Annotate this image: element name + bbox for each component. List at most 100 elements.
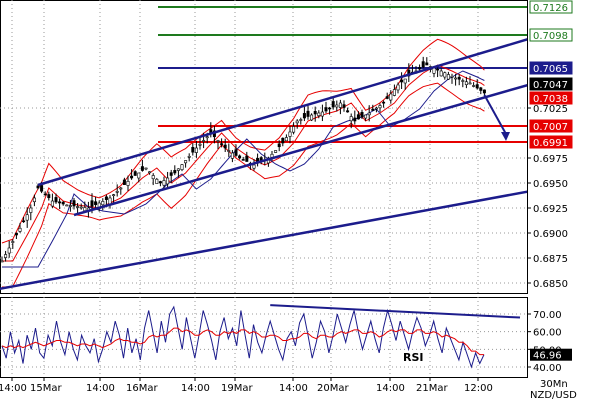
candle-body (40, 185, 44, 192)
candle-body (479, 87, 483, 91)
candle-body (47, 194, 51, 199)
candle-body (25, 214, 29, 221)
y-tick-label: 0.6975 (533, 154, 568, 165)
trendline-channel-upper (37, 38, 527, 187)
x-tick-label: 19Mar (221, 383, 253, 394)
candle-body (79, 206, 83, 209)
candle-body (252, 164, 256, 169)
x-tick-label: 14:00 (86, 383, 115, 394)
candle-body (364, 114, 368, 119)
candle-body (378, 105, 382, 109)
candle-body (173, 170, 177, 174)
candle-body (162, 180, 166, 186)
trendline-long-term-support (0, 190, 527, 290)
trendline-channel-lower (73, 83, 527, 217)
candle-body (126, 181, 130, 186)
level-label-box (529, 135, 573, 149)
rsi-value-box (530, 348, 572, 361)
candle-body (295, 120, 299, 124)
candle-body (284, 137, 288, 142)
price-marker-text: 0.7038 (533, 94, 568, 105)
x-tick-label: 14:00 (181, 383, 210, 394)
candle-body (104, 196, 108, 200)
level-label-box (529, 119, 573, 133)
candle-body (454, 77, 458, 80)
candle-body (360, 112, 364, 118)
candle-body (205, 136, 209, 139)
level-label-text: 0.7065 (533, 64, 568, 75)
main-panel-frame (0, 0, 528, 294)
candle-body (4, 254, 8, 258)
x-tick-label: 14:00 (0, 383, 27, 394)
candle-body (446, 74, 450, 80)
candle-body (353, 117, 357, 122)
candle-body (230, 152, 234, 159)
candle-body (328, 107, 332, 110)
candle-body (418, 67, 422, 70)
candle-body (130, 175, 134, 179)
candle-body (83, 207, 87, 211)
candle-body (313, 111, 317, 115)
candle-body (306, 110, 310, 117)
candle-body (324, 107, 328, 112)
candle-body (389, 93, 393, 101)
candle-body (482, 89, 486, 94)
candle-body (169, 172, 173, 176)
candle-body (367, 112, 371, 116)
rsi-tick-label: 70.00 (533, 310, 562, 321)
candle-body (331, 101, 335, 108)
candle-body (403, 78, 407, 84)
candle-body (180, 164, 184, 170)
rsi-tick-label: 60.00 (533, 328, 562, 339)
candle-body (54, 197, 58, 203)
candle-body (472, 85, 476, 87)
moving-average-red (2, 64, 485, 262)
main-plot-area (0, 0, 527, 293)
candle-body (234, 149, 238, 156)
candle-body (166, 177, 170, 185)
candle-body (277, 143, 281, 148)
y-tick-label: 0.6950 (533, 179, 568, 190)
candle-body (400, 79, 404, 83)
x-tick-label: 15Mar (30, 383, 62, 394)
candle-body (184, 160, 188, 164)
y-tick-label: 0.6850 (533, 279, 568, 290)
candle-body (187, 156, 191, 158)
candle-body (317, 112, 321, 116)
candle-body (22, 220, 26, 223)
candle-body (90, 200, 94, 207)
x-tick-label: 20Mar (317, 383, 349, 394)
candle-body (148, 171, 152, 174)
candle-body (144, 167, 148, 170)
rsi-signal-line (1, 327, 484, 356)
candle-body (11, 241, 15, 243)
x-tick-label: 21Mar (416, 383, 448, 394)
candle-body (112, 194, 116, 196)
candle-body (338, 102, 342, 108)
candle-body (133, 171, 137, 176)
bollinger-lower (1, 82, 485, 288)
candle-body (155, 178, 159, 184)
candle-body (385, 96, 389, 99)
candle-body (432, 67, 436, 74)
candle-body (274, 150, 278, 153)
candle-body (176, 168, 180, 171)
candle-body (335, 104, 339, 108)
candle-body (356, 114, 360, 120)
candle-body (61, 201, 65, 205)
candle-body (425, 62, 429, 66)
candle-body (140, 166, 144, 171)
rsi-plot-area (0, 297, 527, 377)
candle-body (68, 205, 72, 207)
candle-body (122, 179, 126, 185)
rsi-value-text: 46.96 (533, 351, 562, 362)
candle-body (302, 113, 306, 119)
x-tick-label: 14:00 (376, 383, 405, 394)
candle-body (461, 80, 465, 82)
level-label-box (529, 61, 573, 75)
level-label-box (529, 28, 573, 42)
candle-body (443, 72, 447, 78)
candle-body (94, 201, 98, 205)
candle-body (299, 119, 303, 121)
